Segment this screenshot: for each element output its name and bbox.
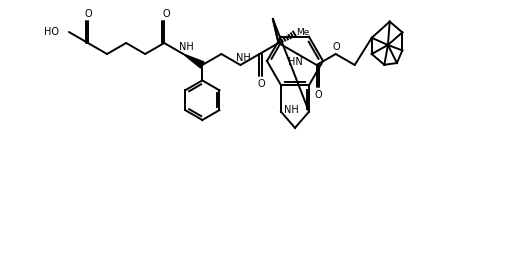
Text: NH: NH xyxy=(179,42,193,52)
Text: O: O xyxy=(258,79,265,89)
Text: HO: HO xyxy=(44,27,59,37)
Text: O: O xyxy=(333,42,341,52)
Text: O: O xyxy=(84,9,92,19)
Polygon shape xyxy=(183,54,204,68)
Text: Me: Me xyxy=(296,28,309,37)
Text: NH: NH xyxy=(284,105,299,115)
Text: O: O xyxy=(315,90,323,100)
Text: O: O xyxy=(163,9,170,19)
Text: NH: NH xyxy=(236,53,251,63)
Text: HN: HN xyxy=(288,57,303,67)
